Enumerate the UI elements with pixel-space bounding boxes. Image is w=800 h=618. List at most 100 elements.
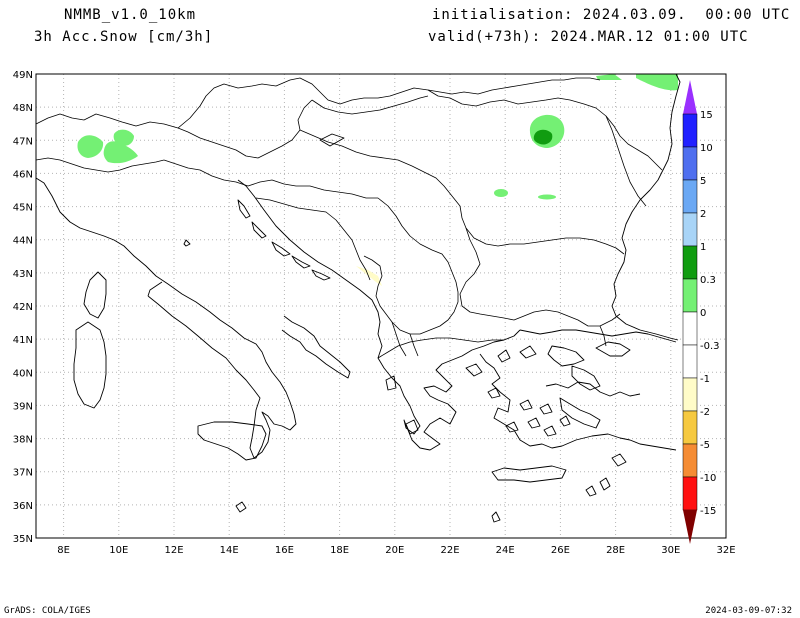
colorbar-label: -2 xyxy=(700,407,710,418)
footer-timestamp: 2024-03-09-07:32 xyxy=(705,606,792,616)
border-romania-north xyxy=(427,89,663,171)
country-borders xyxy=(35,77,663,359)
lon-tick-label: 20E xyxy=(385,545,404,556)
colorbar-label: -0.3 xyxy=(700,341,720,352)
colorbar-label: 2 xyxy=(700,209,706,220)
border-bulgaria xyxy=(459,227,621,327)
coast-corsica xyxy=(83,271,107,319)
lon-tick-label: 14E xyxy=(220,545,239,556)
snow-area-north-2 xyxy=(636,74,678,91)
lon-tick-label: 24E xyxy=(496,545,515,556)
lat-tick-label: 46N xyxy=(13,169,33,180)
colorbar-label: 0 xyxy=(700,308,706,319)
lat-tick-label: 36N xyxy=(13,501,33,512)
gridlines xyxy=(36,74,726,538)
lat-tick-label: 35N xyxy=(13,534,33,545)
border-slovakia xyxy=(311,95,429,115)
snow-area-alps-east xyxy=(103,141,138,164)
lat-tick-label: 41N xyxy=(13,335,33,346)
colorbar-label: -15 xyxy=(700,506,716,517)
colorbar-label: 0.3 xyxy=(700,275,716,286)
coast-crete xyxy=(491,465,567,483)
snow-area-romania-east xyxy=(538,194,556,200)
lat-tick-label: 47N xyxy=(13,136,33,147)
coast-black-sea xyxy=(611,73,681,341)
init-time: initialisation: 2024.03.09. 00:00 UTC xyxy=(432,7,791,23)
lat-tick-label: 43N xyxy=(13,269,33,280)
border-albania-macedonia xyxy=(391,321,419,357)
colorbar-label: -1 xyxy=(700,374,710,385)
border-slovenia-croatia xyxy=(163,159,378,199)
colorbar-label: 1 xyxy=(700,242,706,253)
border-bosnia xyxy=(255,197,371,281)
colorbar-label: -5 xyxy=(700,440,710,451)
colorbar-swatch xyxy=(682,146,698,181)
snow-area-alps-west xyxy=(77,135,104,158)
snow-fields xyxy=(77,74,678,286)
lon-tick-label: 26E xyxy=(551,545,570,556)
border-italy-swiss xyxy=(35,157,165,173)
snow-area-north-1 xyxy=(596,74,622,80)
lat-tick-label: 38N xyxy=(13,435,33,446)
coast-mainland xyxy=(35,177,677,459)
border-hungary-romania xyxy=(299,129,625,255)
border-north xyxy=(35,77,601,129)
lon-tick-label: 16E xyxy=(275,545,294,556)
coast-aegean-islands xyxy=(183,133,627,523)
colorbar-swatch xyxy=(682,311,698,346)
border-turkey xyxy=(599,325,607,347)
lat-tick-label: 44N xyxy=(13,236,33,247)
lat-tick-label: 48N xyxy=(13,103,33,114)
colorbar-swatch xyxy=(682,278,698,313)
colorbar-swatch xyxy=(682,377,698,412)
colorbar-bottom-arrow xyxy=(683,510,697,544)
variable-title: 3h Acc.Snow [cm/3h] xyxy=(34,29,214,45)
coast-dalmatian-islands xyxy=(237,199,331,281)
lat-tick-label: 49N xyxy=(13,70,33,81)
colorbar-swatch xyxy=(682,179,698,214)
border-greece-north xyxy=(377,337,504,359)
colorbar-swatch xyxy=(682,443,698,478)
lat-tick-label: 42N xyxy=(13,302,33,313)
snow-area-romania-south xyxy=(494,189,508,197)
colorbar-label: 5 xyxy=(700,176,706,187)
snow-core-carpathians xyxy=(533,129,553,145)
lat-tick-label: 40N xyxy=(13,368,33,379)
colorbar-label: -10 xyxy=(700,473,716,484)
lat-tick-label: 37N xyxy=(13,468,33,479)
lat-tick-label: 39N xyxy=(13,401,33,412)
lon-tick-label: 12E xyxy=(164,545,183,556)
lon-tick-label: 28E xyxy=(606,545,625,556)
map-frame xyxy=(35,73,727,539)
colorbar-top-arrow xyxy=(683,80,697,114)
lon-tick-label: 18E xyxy=(330,545,349,556)
light-area-montenegro xyxy=(356,266,382,286)
border-serbia xyxy=(363,197,459,335)
valid-time: valid(+73h): 2024.MAR.12 01:00 UTC xyxy=(428,29,749,45)
colorbar-label: 10 xyxy=(700,143,713,154)
colorbar-swatch xyxy=(682,476,698,511)
lon-tick-label: 30E xyxy=(661,545,680,556)
colorbar-swatch xyxy=(682,113,698,148)
lon-tick-label: 10E xyxy=(109,545,128,556)
lon-tick-label: 32E xyxy=(716,545,735,556)
footer-grads-credit: GrADS: COLA/IGES xyxy=(4,606,91,616)
colorbar: 15 10 5 2 1 0.3 0 -0.3 -1 -2 -5 -10 -15 xyxy=(682,80,720,544)
colorbar-swatch xyxy=(682,344,698,379)
model-title: NMMB_v1.0_10km xyxy=(64,7,197,23)
coast-sardinia xyxy=(73,321,107,409)
axis-labels: 8E 10E 12E 14E 16E 18E 20E 22E 24E 26E 28E 30E 32E 49… xyxy=(13,70,736,556)
border-moldova xyxy=(605,115,647,207)
colorbar-swatch xyxy=(682,410,698,445)
colorbar-label: 15 xyxy=(700,110,713,121)
coast-sicily xyxy=(197,421,267,461)
coastlines xyxy=(35,73,681,523)
lat-tick-label: 45N xyxy=(13,203,33,214)
snow-area-alps-north xyxy=(113,129,134,146)
colorbar-swatch xyxy=(682,212,698,247)
lon-tick-label: 8E xyxy=(57,545,70,556)
colorbar-swatch xyxy=(682,245,698,280)
lon-tick-label: 22E xyxy=(440,545,459,556)
border-austria-hungary xyxy=(177,99,313,159)
